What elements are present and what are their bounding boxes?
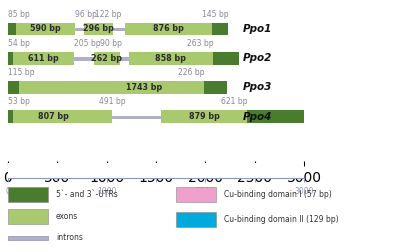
Bar — [120, 57, 128, 60]
Bar — [85, 81, 204, 94]
Bar — [94, 52, 120, 65]
Text: 858 bp: 858 bp — [155, 54, 186, 63]
Bar — [8, 110, 13, 123]
Bar — [125, 23, 212, 36]
Bar — [204, 81, 226, 94]
Bar — [19, 81, 75, 94]
Text: 96 bp: 96 bp — [74, 10, 96, 19]
Bar — [161, 110, 174, 123]
Text: 807 bp: 807 bp — [38, 112, 68, 121]
Bar — [84, 23, 113, 36]
Bar — [176, 187, 216, 202]
Bar — [176, 212, 216, 227]
Bar — [125, 23, 138, 36]
Bar — [8, 209, 48, 224]
Text: 590 bp: 590 bp — [30, 24, 61, 34]
Bar — [213, 52, 239, 65]
Text: 611 bp: 611 bp — [28, 54, 59, 63]
Text: 54 bp: 54 bp — [8, 39, 30, 48]
Text: 876 bp: 876 bp — [153, 24, 184, 34]
Bar — [8, 236, 48, 240]
Text: 491 bp: 491 bp — [99, 98, 126, 106]
Bar — [74, 57, 94, 60]
Bar — [128, 52, 213, 65]
Bar — [112, 115, 161, 118]
Text: 879 bp: 879 bp — [189, 112, 220, 121]
Text: Ppo2: Ppo2 — [243, 53, 272, 64]
Text: introns: introns — [56, 233, 83, 242]
Text: 90 bp: 90 bp — [100, 39, 122, 48]
Bar — [161, 110, 248, 123]
Bar — [212, 23, 228, 36]
Text: 5`- and 3`-UTRs: 5`- and 3`-UTRs — [56, 190, 118, 199]
Bar — [128, 52, 141, 65]
Text: 263 bp: 263 bp — [187, 39, 213, 48]
Text: Ppo3: Ppo3 — [243, 82, 272, 92]
Text: 226 bp: 226 bp — [178, 68, 204, 77]
Bar — [13, 110, 93, 123]
Bar — [84, 23, 90, 36]
Bar — [248, 110, 309, 123]
Text: 1743 bp: 1743 bp — [126, 83, 163, 92]
Bar — [8, 187, 48, 202]
Bar — [74, 28, 84, 30]
Bar — [75, 81, 81, 94]
Bar — [93, 110, 98, 123]
Text: 205 bp: 205 bp — [74, 39, 100, 48]
Bar — [16, 23, 74, 36]
Bar — [85, 81, 98, 94]
Text: 262 bp: 262 bp — [91, 54, 122, 63]
Text: Cu-binding domain II (129 bp): Cu-binding domain II (129 bp) — [224, 215, 339, 224]
Bar — [93, 110, 112, 123]
Text: 621 bp: 621 bp — [221, 98, 248, 106]
Text: Ppo4: Ppo4 — [243, 112, 272, 122]
Text: 85 bp: 85 bp — [8, 10, 30, 19]
Text: 53 bp: 53 bp — [8, 98, 30, 106]
Bar — [8, 52, 13, 65]
Text: exons: exons — [56, 212, 78, 221]
Bar — [94, 52, 100, 65]
Bar — [8, 23, 16, 36]
Text: Cu-binding domain I (57 bp): Cu-binding domain I (57 bp) — [224, 190, 332, 199]
Bar — [75, 81, 85, 94]
Text: 145 bp: 145 bp — [202, 10, 228, 19]
Text: Ppo1: Ppo1 — [243, 24, 272, 34]
Bar — [13, 52, 74, 65]
Text: 115 bp: 115 bp — [8, 68, 34, 77]
Bar — [8, 81, 19, 94]
Bar — [113, 28, 125, 30]
Text: 296 bp: 296 bp — [83, 24, 114, 34]
Text: 122 bp: 122 bp — [95, 10, 121, 19]
